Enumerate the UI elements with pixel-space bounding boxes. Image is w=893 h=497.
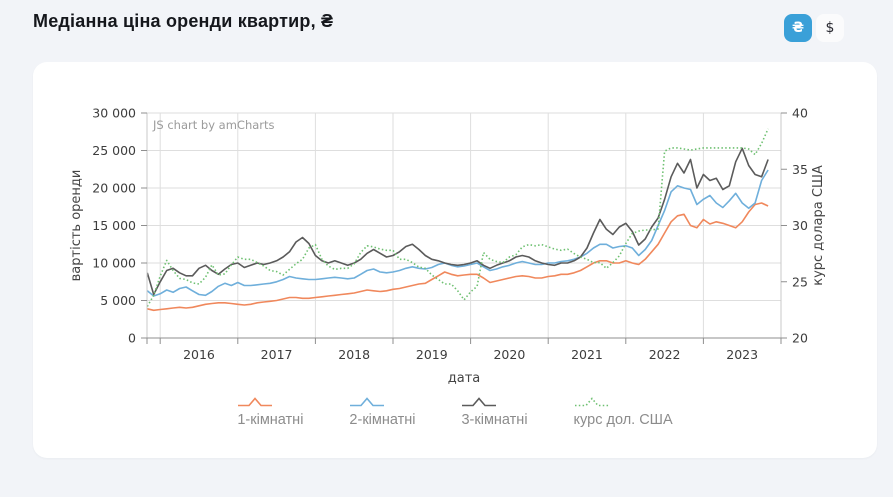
right-axis-tick-label: 35 <box>792 162 808 177</box>
amcharts-watermark: JS chart by amCharts <box>152 118 275 132</box>
gridlines <box>147 112 781 338</box>
legend-marker-icon <box>238 397 273 407</box>
currency-usd-button[interactable]: $ <box>816 14 844 42</box>
legend-item-3[interactable]: 3-кімнатні <box>461 396 528 428</box>
titlebar: Медіанна ціна оренди квартир, ₴ ₴ $ <box>33 0 860 56</box>
x-axis-tick-label: 2022 <box>649 347 681 362</box>
left-axis-tick-label: 25 000 <box>92 143 136 158</box>
axes <box>141 112 787 344</box>
right-axis-tick-label: 30 <box>792 218 808 233</box>
chart-legend: 1-кімнатні 2-кімнатні 3-кімнатні курс дол. … <box>33 396 877 428</box>
legend-label: 2-кімнатні <box>349 412 416 428</box>
legend-label: 3-кімнатні <box>461 412 528 428</box>
left-axis-title: вартість оренди <box>69 170 84 282</box>
left-axis-tick-label: 20 000 <box>92 181 136 196</box>
x-axis-tick-label: 2021 <box>571 347 603 362</box>
left-axis-tick-label: 15 000 <box>92 218 136 233</box>
left-axis-tick-label: 5 000 <box>100 293 136 308</box>
right-axis-tick-label: 20 <box>792 331 808 346</box>
currency-uah-button[interactable]: ₴ <box>784 14 812 42</box>
series-line-2 <box>146 169 769 297</box>
legend-marker-icon <box>574 397 609 407</box>
chart-plot-area[interactable]: 0 5 000 10 000 15 000 20 000 25 000 30 000 20 25… <box>33 62 877 396</box>
legend-item-4[interactable]: курс дол. США <box>574 396 673 428</box>
x-axis-tick-label: 2016 <box>183 347 215 362</box>
x-axis-tick-label: 2019 <box>416 347 448 362</box>
right-axis-tick-label: 25 <box>792 274 808 289</box>
x-axis-tick-label: 2017 <box>261 347 293 362</box>
left-axis-tick-label: 0 <box>128 331 136 346</box>
legend-label: курс дол. США <box>573 412 673 428</box>
legend-marker-icon <box>462 397 497 407</box>
x-axis-tick-label: 2018 <box>338 347 370 362</box>
legend-marker-icon <box>350 397 385 407</box>
x-axis-title: дата <box>448 371 481 386</box>
right-axis-title: курс долара США <box>811 165 826 286</box>
left-axis-tick-label: 30 000 <box>92 106 136 121</box>
legend-item-2[interactable]: 2-кімнатні <box>349 396 415 428</box>
x-axis-tick-label: 2023 <box>726 347 758 362</box>
series-line-4 <box>146 128 769 307</box>
series-line-3 <box>146 147 769 296</box>
legend-label: 1-кімнатні <box>237 412 304 428</box>
currency-toggle: ₴ $ <box>784 14 844 42</box>
right-axis-tick-label: 40 <box>792 106 808 121</box>
x-axis-tick-label: 2020 <box>493 347 525 362</box>
legend-item-1[interactable]: 1-кімнатні <box>237 396 303 428</box>
chart-card: 0 5 000 10 000 15 000 20 000 25 000 30 000 20 25… <box>33 62 877 458</box>
left-axis-tick-label: 10 000 <box>92 256 136 271</box>
series-line-1 <box>147 202 769 312</box>
page-title: Медіанна ціна оренди квартир, ₴ <box>33 11 334 31</box>
